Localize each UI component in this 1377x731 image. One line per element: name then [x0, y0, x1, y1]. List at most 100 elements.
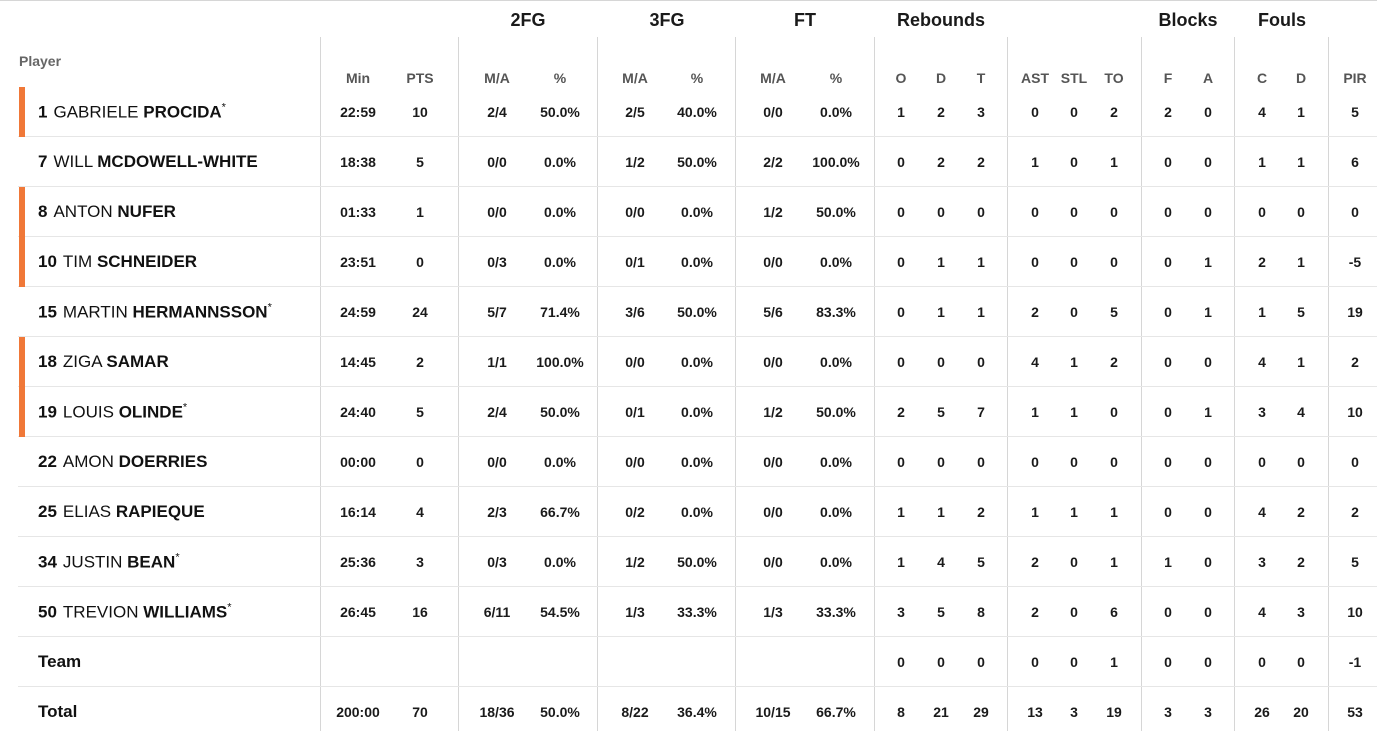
- starter-asterisk: *: [175, 551, 180, 564]
- column-header: A: [1202, 70, 1214, 86]
- stat-cell: 0: [1258, 654, 1266, 670]
- stat-cell: 0: [1110, 204, 1118, 220]
- row-divider: [18, 436, 1377, 437]
- stat-cell: 5: [1351, 104, 1359, 120]
- stat-cell: 50.0%: [816, 404, 856, 420]
- player-last-name: WILLIAMS: [143, 602, 228, 622]
- stat-cell: 1: [937, 504, 945, 520]
- player-name[interactable]: 19 LOUIS OLINDE*: [38, 402, 187, 423]
- player-name[interactable]: 50 TREVION WILLIAMS*: [38, 602, 232, 623]
- stat-cell: 0: [1164, 154, 1172, 170]
- stat-cell: 0: [1070, 604, 1078, 620]
- stat-cell: 50.0%: [677, 554, 717, 570]
- stat-cell: 50.0%: [816, 204, 856, 220]
- stat-cell: 0: [1070, 154, 1078, 170]
- stat-cell: 6/11: [483, 604, 511, 620]
- stat-cell: 50.0%: [677, 154, 717, 170]
- stat-cell: 50.0%: [540, 104, 580, 120]
- stat-cell: 0: [1204, 604, 1212, 620]
- stat-cell: 0: [1164, 254, 1172, 270]
- stat-cell: 0/0: [763, 354, 783, 370]
- stat-cell: 0/1: [625, 404, 645, 420]
- stat-cell: 0/1: [625, 254, 645, 270]
- player-name[interactable]: 18 ZIGA SAMAR: [38, 352, 169, 372]
- stat-cell: 0: [1110, 254, 1118, 270]
- stat-cell: 0: [897, 454, 905, 470]
- stat-cell: 4: [1258, 354, 1266, 370]
- stat-cell: 1: [1297, 104, 1305, 120]
- player-number: 8: [38, 202, 48, 221]
- player-name[interactable]: 25 ELIAS RAPIEQUE: [38, 502, 205, 522]
- stat-cell: 70: [412, 704, 428, 720]
- column-header: Min: [345, 70, 371, 86]
- stat-cell: 0: [897, 354, 905, 370]
- column-divider: [320, 37, 321, 731]
- stat-cell: 8: [897, 704, 905, 720]
- stat-cell: 21: [933, 704, 949, 720]
- stat-cell: 1/3: [763, 604, 783, 620]
- row-divider: [18, 186, 1377, 187]
- starter-asterisk: *: [227, 601, 232, 614]
- stat-cell: 0: [897, 254, 905, 270]
- player-name[interactable]: 10 TIM SCHNEIDER: [38, 252, 197, 272]
- player-name[interactable]: 22 AMON DOERRIES: [38, 452, 207, 472]
- player-name[interactable]: 15 MARTIN HERMANNSSON*: [38, 302, 272, 323]
- stat-cell: 2: [937, 154, 945, 170]
- stat-cell: 6: [1110, 604, 1118, 620]
- stat-cell: 2: [1110, 104, 1118, 120]
- stat-cell: 7: [977, 404, 985, 420]
- player-name[interactable]: 7 WILL MCDOWELL-WHITE: [38, 152, 258, 172]
- stat-cell: 1: [1204, 304, 1212, 320]
- player-last-name: DOERRIES: [118, 452, 208, 471]
- stat-cell: 4: [1297, 404, 1305, 420]
- stat-cell: 0/0: [763, 554, 783, 570]
- player-first-name: ZIGA: [62, 352, 102, 371]
- player-name[interactable]: 34 JUSTIN BEAN*: [38, 552, 180, 573]
- stat-cell: 1: [897, 554, 905, 570]
- stat-cell: 50.0%: [677, 304, 717, 320]
- player-number: 18: [38, 352, 57, 371]
- column-header: TO: [1104, 70, 1124, 86]
- stat-cell: 2: [1031, 304, 1039, 320]
- stat-cell: 23:51: [340, 254, 376, 270]
- stat-cell: 0.0%: [681, 204, 713, 220]
- stat-cell: 71.4%: [540, 304, 580, 320]
- stat-cell: 0.0%: [544, 204, 576, 220]
- stat-cell: 0: [1164, 304, 1172, 320]
- player-name[interactable]: 1 GABRIELE PROCIDA*: [38, 102, 226, 123]
- column-header: O: [895, 70, 907, 86]
- stat-cell: 1: [1070, 504, 1078, 520]
- stat-cell: 40.0%: [677, 104, 717, 120]
- stat-cell: 1: [1031, 404, 1039, 420]
- starter-asterisk: *: [182, 401, 188, 414]
- player-name[interactable]: 8 ANTON NUFER: [38, 202, 176, 222]
- column-divider: [1007, 37, 1008, 731]
- player-number: 22: [38, 452, 57, 471]
- stat-cell: 3: [897, 604, 905, 620]
- stat-cell: 0: [1204, 154, 1212, 170]
- player-last-name: MCDOWELL-WHITE: [97, 152, 258, 171]
- stat-cell: 16: [412, 604, 428, 620]
- stat-cell: 1: [1110, 154, 1118, 170]
- row-divider: [18, 636, 1377, 637]
- player-last-name: NUFER: [117, 202, 176, 221]
- stat-cell: 0: [1070, 454, 1078, 470]
- row-divider: [18, 486, 1377, 487]
- stat-cell: 1: [1204, 254, 1212, 270]
- stat-cell: 0.0%: [820, 354, 852, 370]
- stat-cell: 0: [977, 454, 985, 470]
- player-number: 19: [38, 402, 57, 422]
- stat-cell: 0: [1070, 204, 1078, 220]
- stat-cell: 1: [1204, 404, 1212, 420]
- stat-cell: 5: [977, 554, 985, 570]
- stat-cell: 0: [1351, 454, 1359, 470]
- stat-cell: 0/0: [625, 454, 645, 470]
- stat-cell: 2/5: [625, 104, 645, 120]
- stat-cell: 3: [977, 104, 985, 120]
- stat-cell: 0: [937, 454, 945, 470]
- player-first-name: ELIAS: [62, 502, 112, 521]
- starter-marker: [19, 187, 25, 237]
- stat-cell: 13: [1027, 704, 1043, 720]
- player-number: 25: [38, 502, 57, 521]
- stat-cell: 1: [1110, 654, 1118, 670]
